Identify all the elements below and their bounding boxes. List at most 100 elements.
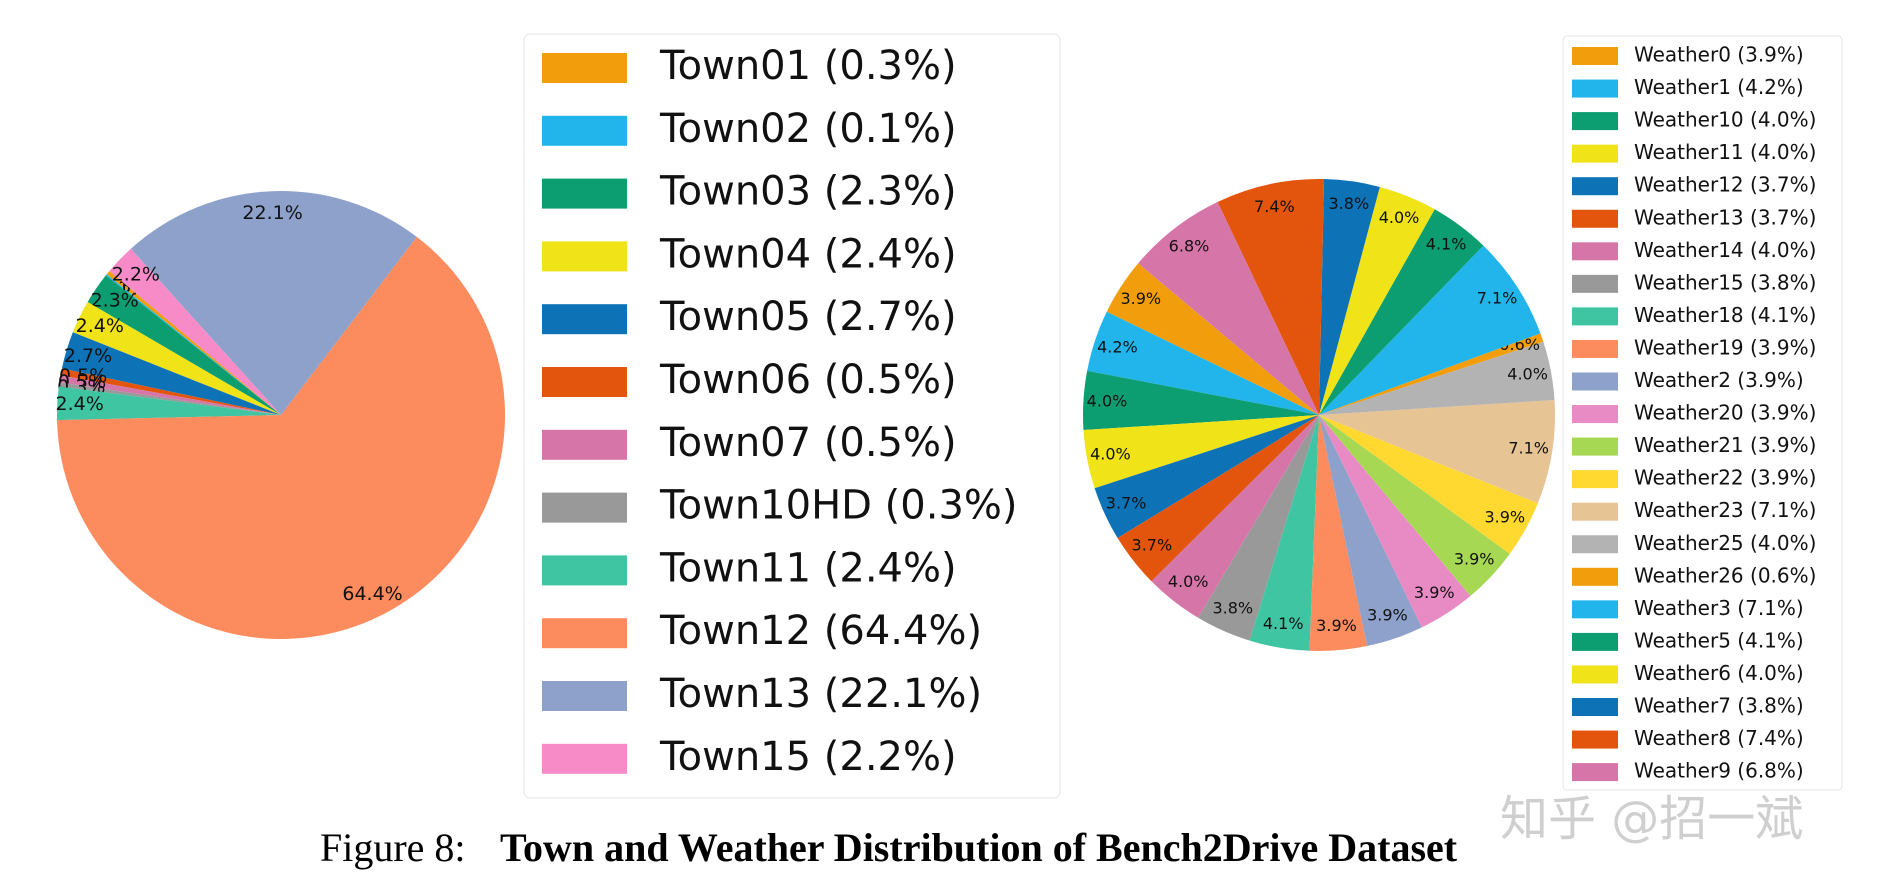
legend-label: Weather14 (4.0%)	[1634, 238, 1816, 262]
pie-slice	[1083, 370, 1319, 431]
pie-slice	[1319, 415, 1538, 554]
legend-swatch	[1572, 763, 1618, 782]
pie-slice	[1319, 245, 1541, 415]
slice-label: 4.0%	[1507, 364, 1548, 383]
legend-label: Weather3 (7.1%)	[1634, 596, 1804, 620]
pie-slice	[1319, 399, 1555, 504]
legend-label: Weather2 (3.9%)	[1634, 368, 1804, 392]
legend-swatch	[1572, 600, 1618, 619]
slice-label: 3.7%	[1132, 536, 1173, 555]
legend-swatch	[542, 115, 627, 146]
pie-slice	[1087, 311, 1319, 415]
slice-label: 4.0%	[1168, 572, 1209, 591]
slice-label: 2.4%	[76, 315, 124, 337]
legend-swatch	[542, 555, 627, 586]
legend-box	[523, 33, 1061, 799]
pie-slice	[106, 271, 282, 415]
slice-label: 7.4%	[1254, 197, 1295, 216]
legend-swatch	[542, 367, 627, 397]
slice-label: 3.9%	[1414, 583, 1455, 602]
pie-slice	[1198, 415, 1319, 641]
pie-slice	[1319, 415, 1422, 647]
legend-label: Weather13 (3.7%)	[1634, 205, 1816, 229]
legend-swatch	[542, 492, 627, 523]
pie-slice	[59, 375, 281, 415]
slice-label: 3.8%	[1212, 599, 1253, 618]
legend-label: Weather8 (7.4%)	[1634, 726, 1804, 750]
legend-swatch	[1572, 437, 1618, 456]
legend-label: Weather15 (3.8%)	[1634, 270, 1816, 294]
pie-slice	[57, 386, 282, 421]
slice-label: 4.2%	[1097, 338, 1138, 357]
legend-swatch	[1572, 632, 1618, 651]
slice-label: 4.0%	[1087, 391, 1128, 410]
pie-slice	[1217, 179, 1325, 415]
legend-label: Weather20 (3.9%)	[1634, 401, 1816, 425]
caption-text: Town and Weather Distribution of Bench2D…	[500, 825, 1458, 870]
slice-label: 3.9%	[1120, 289, 1161, 308]
pie-slice	[1094, 415, 1319, 539]
legend-label: Weather10 (4.0%)	[1634, 108, 1816, 132]
pie-slice	[1319, 186, 1435, 415]
legend-swatch	[542, 53, 627, 83]
legend-label: Town15 (2.2%)	[659, 734, 957, 780]
slice-label: 3.9%	[1367, 606, 1408, 625]
legend-swatch	[542, 743, 627, 774]
slice-label: 2.3%	[91, 290, 139, 312]
legend-swatch	[1572, 242, 1618, 261]
slice-label: 4.0%	[1379, 208, 1420, 227]
slice-label: 3.9%	[1454, 550, 1495, 569]
legend-label: Weather25 (4.0%)	[1634, 531, 1816, 555]
legend-label: Town12 (64.4%)	[659, 608, 982, 654]
slice-label: 3.8%	[1329, 194, 1370, 213]
legend-label: Town07 (0.5%)	[659, 420, 957, 466]
slice-label: 3.7%	[1106, 493, 1147, 512]
pie-slice	[57, 236, 506, 639]
pie-slice	[1106, 263, 1319, 415]
legend-label: Town10HD (0.3%)	[659, 483, 1018, 529]
pie-slice	[130, 190, 417, 415]
legend-swatch	[1572, 730, 1618, 749]
legend-swatch	[1572, 567, 1618, 586]
legend-swatch	[1572, 112, 1618, 131]
slice-label: 64.4%	[342, 583, 402, 605]
legend-swatch	[1572, 698, 1618, 716]
legend-label: Weather1 (4.2%)	[1634, 75, 1804, 99]
legend-swatch	[542, 178, 627, 209]
slice-label: 22.1%	[242, 202, 302, 224]
legend-label: Weather21 (3.9%)	[1634, 433, 1816, 457]
legend-swatch	[542, 618, 627, 649]
legend-swatch	[1572, 502, 1618, 521]
legend-swatch	[1572, 79, 1618, 98]
slice-label: 2.7%	[64, 345, 112, 367]
slice-label: 4.1%	[1263, 614, 1304, 633]
legend-label: Weather22 (3.9%)	[1634, 466, 1816, 490]
pie-slice	[1151, 415, 1319, 618]
slice-label: 3.9%	[1316, 616, 1357, 635]
watermark: 知乎 @招一斌	[1500, 791, 1803, 847]
legend-swatch	[1572, 339, 1618, 358]
legend-swatch	[542, 304, 627, 335]
legend-label: Weather7 (3.8%)	[1634, 694, 1804, 718]
pie-slice	[60, 368, 281, 415]
slice-label: 3.9%	[1484, 507, 1525, 526]
legend-swatch	[1572, 47, 1618, 65]
slice-label: 4.1%	[1426, 234, 1467, 253]
pie-slice	[1319, 209, 1484, 415]
pie-slice	[1083, 415, 1319, 489]
pie-slice	[58, 382, 281, 415]
legend-swatch	[1572, 307, 1618, 326]
legend-label: Weather18 (4.1%)	[1634, 303, 1816, 327]
legend-swatch	[1572, 405, 1618, 424]
legend-swatch	[1572, 372, 1618, 391]
legend-swatch	[1572, 665, 1618, 684]
legend-label: Town03 (2.3%)	[659, 169, 957, 215]
slice-label: 2.4%	[56, 393, 104, 415]
legend-swatch	[542, 241, 627, 272]
legend-swatch	[1572, 535, 1618, 554]
legend-swatch	[1572, 177, 1618, 196]
legend-box	[1562, 35, 1843, 791]
legend-label: Weather12 (3.7%)	[1634, 173, 1816, 197]
pie-slice	[1319, 415, 1510, 597]
